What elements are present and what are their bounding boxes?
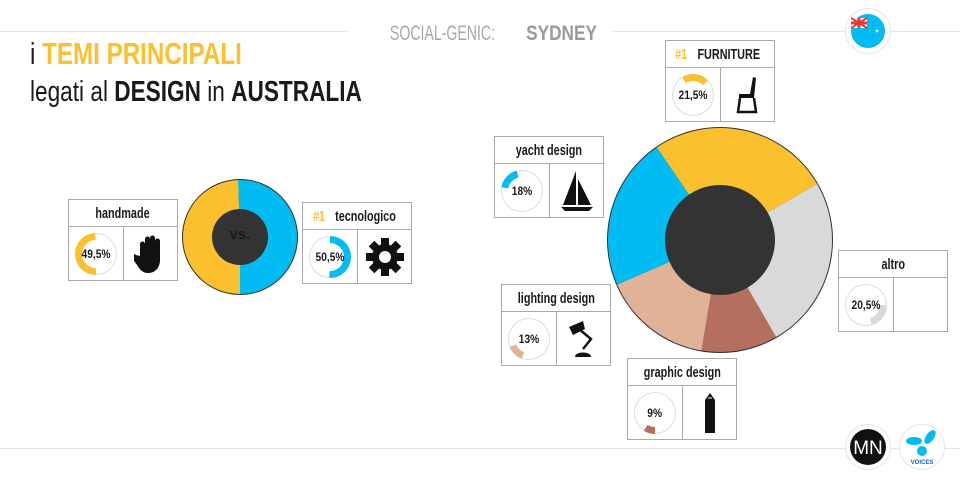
voices-logo: VOICES bbox=[899, 424, 945, 470]
card-title: yacht design bbox=[495, 137, 603, 164]
lamp-icon bbox=[557, 312, 610, 366]
card-furniture: #1 FURNITURE 21,5% bbox=[665, 40, 775, 122]
empty-icon-slot bbox=[894, 278, 947, 332]
mini-donut-fill bbox=[501, 170, 519, 189]
mini-donut-fill bbox=[682, 74, 709, 86]
hand-icon bbox=[124, 227, 177, 281]
mini-donut-fill bbox=[643, 424, 656, 434]
mini-donut-fill bbox=[74, 233, 96, 275]
card-altro: altro 20,5% bbox=[838, 250, 948, 332]
divider bbox=[0, 31, 355, 32]
vs-label: vs. bbox=[229, 226, 251, 243]
card-graphic-design: graphic design 9% bbox=[627, 358, 737, 440]
mini-donut: 50,5% bbox=[303, 230, 358, 284]
page-subtitle: legati al DESIGN in AUSTRALIA bbox=[30, 76, 362, 108]
donut-slice-altro bbox=[747, 184, 832, 338]
card-yacht-design: yacht design 18% bbox=[494, 136, 604, 218]
card-value: 49,5% bbox=[81, 247, 111, 261]
card-value: 20,5% bbox=[851, 298, 881, 312]
card-value: 13% bbox=[518, 332, 540, 346]
divider bbox=[0, 448, 960, 449]
australia-flag-icon bbox=[845, 8, 891, 54]
svg-text:VOICES: VOICES bbox=[911, 460, 934, 466]
card-value: 9% bbox=[647, 406, 663, 420]
mini-donut: 13% bbox=[502, 312, 557, 366]
donut-slice-graphic-design bbox=[701, 287, 776, 353]
mini-donut: 21,5% bbox=[666, 68, 721, 122]
pencil-icon bbox=[683, 386, 736, 440]
mini-donut-fill bbox=[509, 344, 525, 359]
page-title: i TEMI PRINCIPALI bbox=[30, 36, 242, 71]
donut-slice-tecnologico bbox=[238, 179, 298, 294]
donut-slice-furniture bbox=[656, 128, 818, 213]
chair-icon bbox=[721, 68, 774, 122]
mini-donut-fill bbox=[869, 304, 887, 326]
svg-text:MN: MN bbox=[853, 438, 883, 459]
donut-slice-lighting-design bbox=[617, 261, 711, 351]
card-title: graphic design bbox=[628, 359, 736, 386]
page-header: SOCIAL-GENIC: SYDNEY bbox=[0, 22, 960, 46]
divider bbox=[605, 31, 960, 32]
card-title: lighting design bbox=[502, 285, 610, 312]
card-value: 21,5% bbox=[678, 88, 708, 102]
card-title: handmade bbox=[69, 200, 177, 227]
card-tecnologico: #1 tecnologico 50,5% bbox=[302, 202, 412, 284]
card-lighting-design: lighting design 13% bbox=[501, 284, 611, 366]
card-title: altro bbox=[839, 251, 947, 278]
card-value: 18% bbox=[511, 184, 533, 198]
city: SYDNEY bbox=[525, 22, 597, 45]
card-handmade: handmade 49,5% bbox=[68, 199, 178, 281]
card-title: #1 tecnologico bbox=[303, 203, 411, 230]
mini-donut: 49,5% bbox=[69, 227, 124, 281]
sailboat-icon bbox=[550, 164, 603, 218]
mini-donut: 20,5% bbox=[839, 278, 894, 332]
gear-icon bbox=[358, 230, 411, 284]
mini-donut: 18% bbox=[495, 164, 550, 218]
brand: SOCIAL-GENIC: bbox=[377, 22, 507, 46]
mn-logo: MN bbox=[845, 424, 891, 470]
mini-donut: 9% bbox=[628, 386, 683, 440]
mini-donut-fill bbox=[329, 236, 351, 278]
donut-slice-yacht-design bbox=[608, 147, 689, 285]
card-title: #1 FURNITURE bbox=[666, 41, 774, 68]
card-value: 50,5% bbox=[315, 250, 345, 264]
donut-slice-handmade bbox=[183, 180, 240, 294]
